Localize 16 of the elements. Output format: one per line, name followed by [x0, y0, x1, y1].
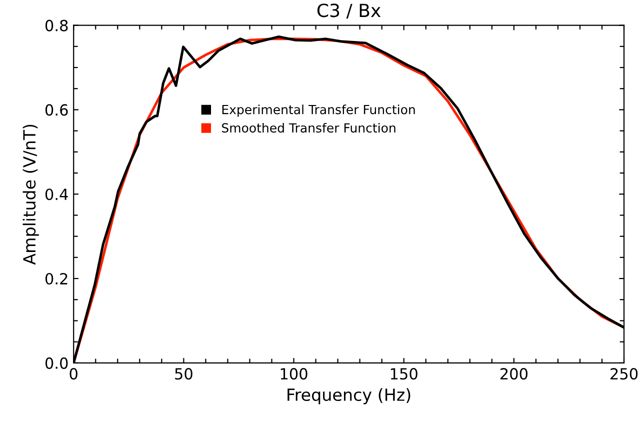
- legend-label: Smoothed Transfer Function: [222, 122, 396, 133]
- y-axis-title: Amplitude (V/nT): [22, 124, 39, 265]
- x-tick-label: 150: [390, 368, 418, 380]
- x-tick-label: 0: [70, 368, 78, 380]
- y-tick-label: 0.4: [45, 188, 68, 200]
- y-tick-label: 0.0: [45, 357, 68, 369]
- x-tick-label: 50: [175, 368, 192, 380]
- chart-title: C3 / Bx: [317, 4, 381, 19]
- legend-label: Experimental Transfer Function: [222, 104, 415, 117]
- y-tick-label: 0.2: [45, 272, 68, 285]
- x-tick-label: 250: [610, 368, 638, 380]
- x-tick-label: 200: [500, 368, 528, 380]
- y-tick-label: 0.8: [45, 20, 68, 32]
- x-axis-title: Frequency (Hz): [288, 388, 410, 404]
- y-tick-label: 0.6: [45, 104, 68, 116]
- x-tick-label: 100: [280, 368, 308, 380]
